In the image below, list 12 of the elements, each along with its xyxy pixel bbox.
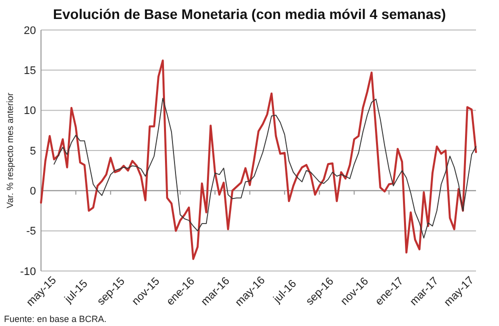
y-tick-label: -10: [20, 266, 36, 278]
y-tick-label: 5: [30, 145, 36, 158]
y-tick-label: 20: [24, 24, 36, 37]
y-tick-label: 15: [24, 65, 36, 78]
line-series: [40, 60, 477, 260]
y-axis-title: Var. % respecto mes anterior: [5, 92, 15, 208]
y-tick-label: 10: [24, 105, 36, 118]
y-tick-label: -5: [26, 226, 36, 238]
line-series: [54, 98, 476, 239]
chart-title: Evolución de Base Monetaria (con media móvil 4 semanas): [53, 6, 446, 22]
source-note: Fuente: en base a BCRA.: [4, 314, 107, 324]
y-tick-label: 0: [30, 186, 36, 198]
